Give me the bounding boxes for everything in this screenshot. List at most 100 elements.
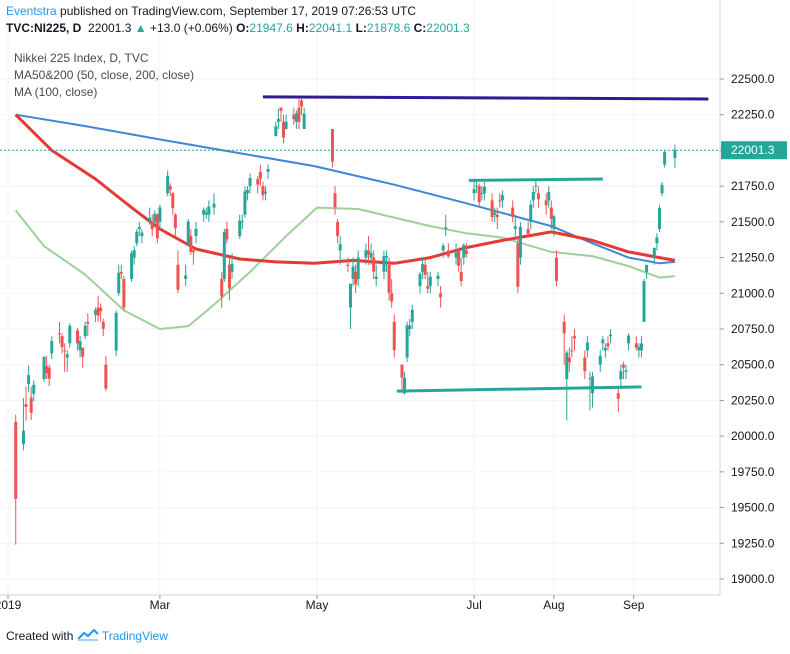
- candle-body: [29, 397, 33, 413]
- candle: [63, 343, 67, 372]
- candle: [204, 207, 208, 219]
- candle-body: [333, 193, 337, 208]
- candle-body: [609, 334, 613, 337]
- candle: [634, 336, 638, 351]
- candle: [439, 286, 443, 308]
- candle: [274, 121, 278, 137]
- ma50-200-legend[interactable]: MA50&200 (50, close, 200, close): [14, 68, 195, 82]
- candle-body: [552, 216, 556, 229]
- candle: [526, 221, 530, 237]
- candle-body: [369, 252, 373, 258]
- up-arrow-icon: ▲: [134, 21, 147, 35]
- candle: [50, 336, 54, 359]
- candle: [148, 207, 152, 225]
- candle-body: [356, 257, 360, 279]
- candle-body: [284, 121, 288, 129]
- candle: [464, 243, 468, 258]
- tradingview-brand[interactable]: TradingView: [101, 629, 168, 643]
- candle: [369, 243, 373, 265]
- candle: [660, 181, 664, 197]
- candle: [588, 371, 592, 411]
- candle: [382, 250, 386, 279]
- candle-body: [245, 189, 249, 194]
- candle: [227, 257, 231, 301]
- candle: [490, 193, 494, 222]
- candle-body: [570, 350, 574, 352]
- candle-body: [65, 354, 69, 358]
- candle: [498, 193, 502, 208]
- candle: [351, 257, 355, 287]
- candle-body: [276, 118, 280, 122]
- candle: [645, 264, 649, 279]
- candle-body: [462, 245, 466, 258]
- close-value: 22001.3: [426, 21, 470, 35]
- price-tick-label: 21250.0: [731, 251, 775, 265]
- candle: [627, 333, 631, 351]
- candle-body: [588, 378, 592, 380]
- candle-body: [439, 293, 443, 298]
- candle-body: [184, 275, 188, 279]
- candle-body: [464, 250, 468, 254]
- candle: [292, 107, 296, 125]
- candle: [493, 207, 497, 222]
- candle-body: [117, 272, 121, 294]
- candle: [32, 380, 36, 402]
- candle: [284, 114, 288, 129]
- candle-body: [598, 355, 602, 365]
- candle-body: [122, 279, 126, 308]
- candle: [348, 283, 352, 329]
- candle: [99, 303, 103, 322]
- candle-body: [583, 357, 587, 372]
- candle: [372, 250, 376, 279]
- ma100-legend[interactable]: MA (100, close): [14, 85, 98, 99]
- candle: [583, 350, 587, 379]
- candle: [619, 364, 623, 387]
- price-tick-label: 19000.0: [731, 572, 775, 586]
- candle-body: [261, 186, 265, 196]
- candle-body: [392, 321, 396, 351]
- candle-body: [94, 310, 98, 315]
- candle: [336, 219, 340, 244]
- candle: [258, 164, 262, 187]
- candle: [264, 186, 267, 201]
- candle: [657, 204, 661, 232]
- indicator-legend: Nikkei 225 Index, D, TVC MA50&200 (50, c…: [14, 50, 194, 101]
- candle-body: [86, 321, 90, 324]
- candle-body: [645, 264, 649, 272]
- candle-body: [493, 212, 497, 215]
- candle: [637, 343, 641, 358]
- candle: [495, 207, 499, 229]
- time-tick-label: May: [306, 598, 329, 612]
- price-axis: 22500.022250.022000.021750.021500.021250…: [720, 72, 775, 586]
- candle: [511, 200, 515, 222]
- series-title[interactable]: Nikkei 225 Index, D, TVC: [14, 51, 149, 65]
- price-tick-label: 22500.0: [731, 72, 775, 86]
- candle: [47, 364, 51, 387]
- candle: [65, 350, 69, 372]
- candle: [518, 221, 522, 265]
- candle-body: [639, 343, 643, 351]
- candle: [119, 264, 123, 279]
- candle: [132, 246, 136, 265]
- candle: [173, 213, 177, 237]
- candle-body: [302, 113, 306, 129]
- candle: [585, 336, 589, 358]
- candle: [150, 214, 154, 237]
- candle-body: [153, 213, 157, 222]
- candle: [547, 186, 551, 208]
- candle-body: [78, 341, 82, 351]
- candle: [544, 193, 548, 215]
- candle-body: [222, 232, 226, 279]
- candle: [534, 179, 538, 194]
- candle: [346, 257, 350, 272]
- candle: [621, 361, 625, 379]
- candle: [374, 264, 378, 287]
- candle: [423, 257, 427, 279]
- candle-body: [168, 186, 172, 190]
- author-link[interactable]: Eventstra: [6, 4, 57, 18]
- candle-body: [367, 250, 370, 255]
- candle-body: [673, 150, 677, 158]
- candle: [186, 219, 190, 247]
- candle-body: [212, 203, 216, 208]
